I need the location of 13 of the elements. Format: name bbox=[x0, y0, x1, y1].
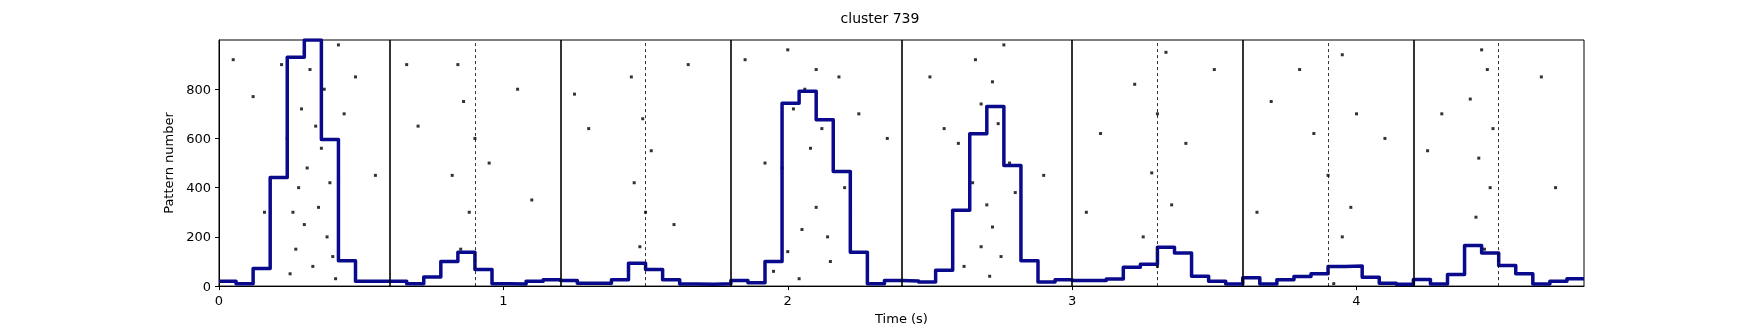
y-tick-label: 200 bbox=[186, 229, 211, 245]
y-tick-label: 800 bbox=[186, 81, 211, 97]
x-tick-label: 4 bbox=[1352, 293, 1361, 309]
x-tick-label: 3 bbox=[1067, 293, 1077, 309]
y-tick-label: 0 bbox=[202, 278, 211, 294]
x-axis-title: Time (s) bbox=[874, 311, 928, 326]
x-tick-label: 2 bbox=[783, 293, 792, 309]
chart-title: cluster 739 bbox=[840, 10, 920, 26]
y-axis-title: Pattern number bbox=[161, 111, 176, 214]
x-tick-label: 0 bbox=[214, 293, 224, 309]
x-tick-label: 1 bbox=[499, 293, 508, 309]
y-tick-label: 600 bbox=[186, 130, 211, 146]
y-tick-label: 400 bbox=[186, 180, 211, 196]
